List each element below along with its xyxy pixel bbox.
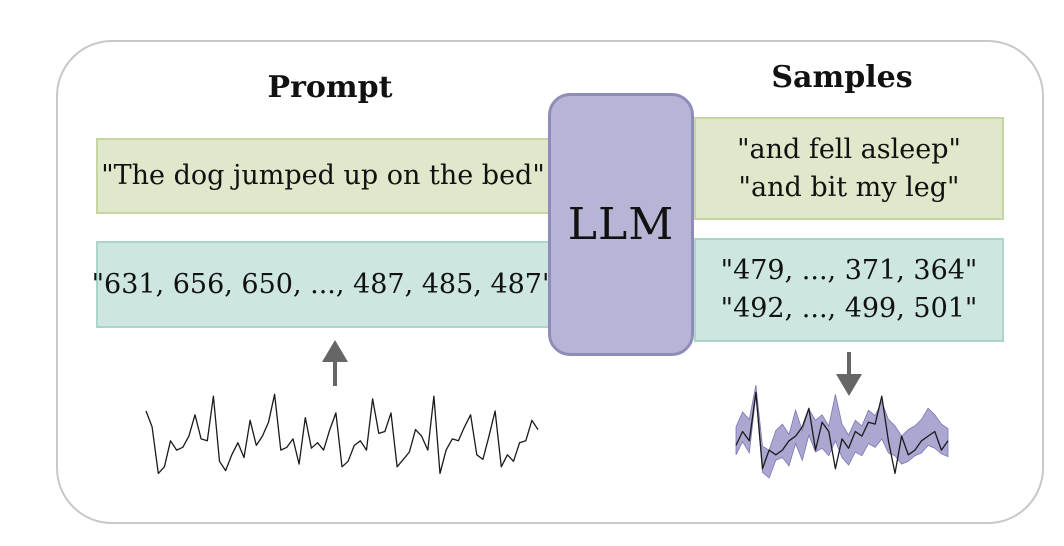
- text-sample-2: "and bit my leg": [738, 171, 960, 203]
- number-sample-1: "479, ..., 371, 364": [720, 255, 978, 286]
- samples-heading: Samples: [771, 60, 913, 95]
- prompt-number-example: "631, 656, 650, ..., 487, 485, 487": [91, 268, 555, 300]
- number-samples-box: "479, ..., 371, 364" "492, ..., 499, 501…: [694, 238, 1004, 342]
- prompt-number-box: "631, 656, 650, ..., 487, 485, 487": [92, 241, 554, 328]
- llm-label: LLM: [567, 199, 675, 250]
- text-sample-1: "and fell asleep": [737, 133, 961, 165]
- prompt-text-example: "The dog jumped up on the bed": [101, 160, 545, 191]
- input-series-line: [145, 393, 539, 475]
- sample-series-line: [735, 391, 949, 475]
- down-arrow-icon: [836, 352, 862, 396]
- up-arrow-icon: [322, 340, 348, 386]
- text-samples-box: "and fell asleep" "and bit my leg": [694, 117, 1004, 220]
- llm-block: LLM: [548, 93, 694, 356]
- prompt-heading: Prompt: [267, 70, 393, 105]
- number-sample-2: "492, ..., 499, 501": [720, 293, 978, 324]
- sample-uncertainty-band: [735, 384, 949, 479]
